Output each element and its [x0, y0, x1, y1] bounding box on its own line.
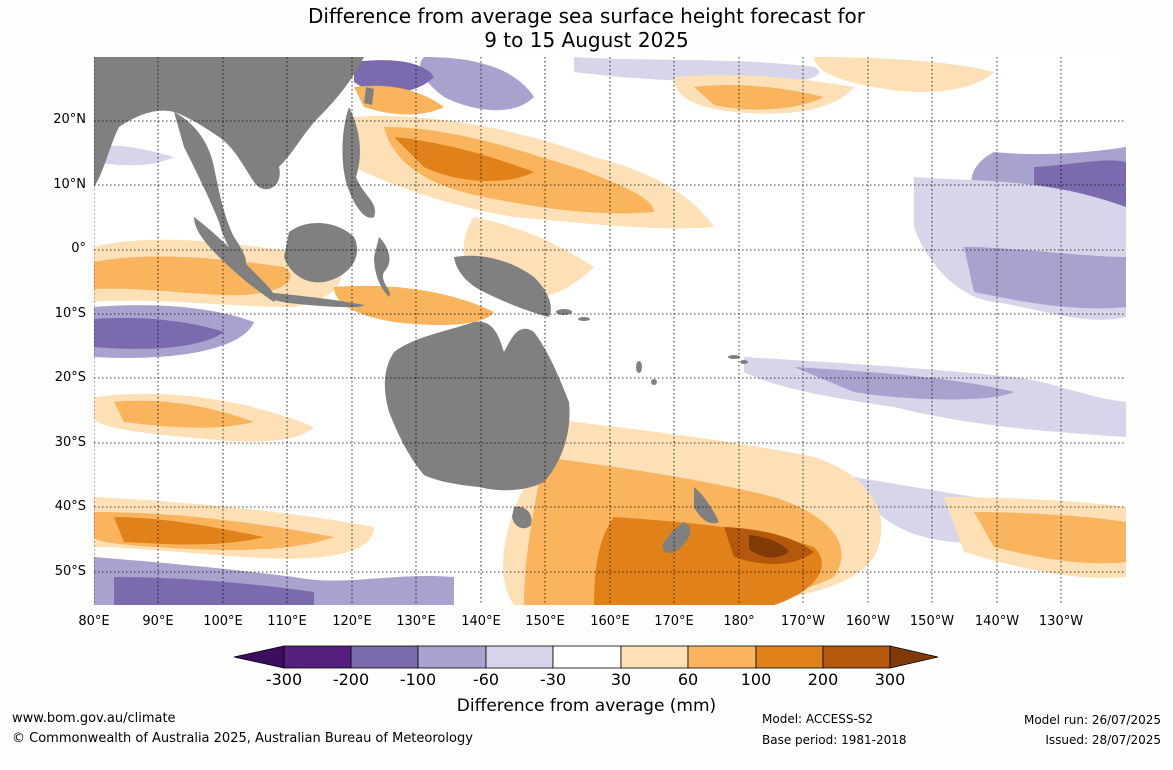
lat-label-50s: 50°S	[54, 564, 86, 579]
lat-label-30s: 30°S	[54, 435, 86, 450]
lon-label-170e: 170°E	[654, 614, 694, 629]
lon-label-160w: 160°W	[845, 614, 891, 629]
map-svg	[94, 57, 1126, 605]
colorbar	[230, 644, 942, 674]
lon-label-90e: 90°E	[142, 614, 174, 629]
lat-label-10n: 10°N	[53, 177, 86, 192]
lon-label-110e: 110°E	[267, 614, 307, 629]
colorbar-bin-9	[822, 645, 891, 669]
lon-label-160e: 160°E	[590, 614, 630, 629]
base-period: Base period: 1981-2018	[762, 733, 907, 747]
lon-label-150e: 150°E	[525, 614, 565, 629]
colorbar-bin-8	[755, 645, 824, 669]
colorbar-tick: -60	[472, 670, 500, 689]
copyright-text: © Commonwealth of Australia 2025, Austra…	[12, 731, 473, 746]
lat-label-10s: 10°S	[54, 306, 86, 321]
lon-label-140w: 140°W	[974, 614, 1020, 629]
title-line2: 9 to 15 August 2025	[484, 28, 689, 52]
lat-label-40s: 40°S	[54, 499, 86, 514]
colorbar-tick: 30	[610, 670, 632, 689]
lon-label-120e: 120°E	[332, 614, 372, 629]
sea-surface-height-map	[94, 57, 1126, 605]
issued-date: Issued: 28/07/2025	[1045, 733, 1161, 747]
model-name: Model: ACCESS-S2	[762, 712, 874, 726]
colorbar-tick: -100	[399, 670, 437, 689]
positive-anomaly-layer	[94, 57, 1126, 605]
land-layer	[94, 57, 748, 553]
colorbar-svg	[233, 645, 939, 669]
lon-label-130e: 130°E	[396, 614, 436, 629]
chart-title: Difference from average sea surface heig…	[0, 4, 1173, 52]
colorbar-tick: -30	[539, 670, 567, 689]
colorbar-bin-6	[620, 645, 689, 669]
website-link[interactable]: www.bom.gov.au/climate	[12, 711, 176, 726]
lon-label-170w: 170°W	[780, 614, 826, 629]
colorbar-tick: -200	[332, 670, 370, 689]
colorbar-bin-5	[552, 645, 622, 669]
lat-label-20s: 20°S	[54, 370, 86, 385]
colorbar-tick: 100	[740, 670, 772, 689]
colorbar-bin-1	[283, 645, 352, 669]
colorbar-arrow-high	[889, 645, 939, 669]
colorbar-bin-2	[350, 645, 419, 669]
colorbar-tick: 300	[874, 670, 906, 689]
negative-anomaly-layer	[94, 57, 1126, 605]
lon-label-80e: 80°E	[78, 614, 110, 629]
colorbar-bin-4	[485, 645, 554, 669]
graticule	[94, 57, 1126, 605]
colorbar-tick: 60	[677, 670, 699, 689]
colorbar-arrow-low	[233, 645, 285, 669]
lon-label-140e: 140°E	[461, 614, 501, 629]
lon-label-150w: 150°W	[909, 614, 955, 629]
lon-label-100e: 100°E	[203, 614, 243, 629]
lon-label-180: 180°	[723, 614, 755, 629]
colorbar-bin-3	[417, 645, 487, 669]
colorbar-tick: -300	[265, 670, 303, 689]
model-run-date: Model run: 26/07/2025	[1023, 713, 1161, 727]
colorbar-bin-7	[687, 645, 757, 669]
lat-label-20n: 20°N	[53, 112, 86, 127]
title-line1: Difference from average sea surface heig…	[307, 4, 866, 28]
colorbar-tick: 200	[807, 670, 839, 689]
colorbar-title: Difference from average (mm)	[456, 696, 717, 716]
lat-label-0: 0°	[71, 241, 86, 256]
lon-label-130w: 130°W	[1038, 614, 1084, 629]
